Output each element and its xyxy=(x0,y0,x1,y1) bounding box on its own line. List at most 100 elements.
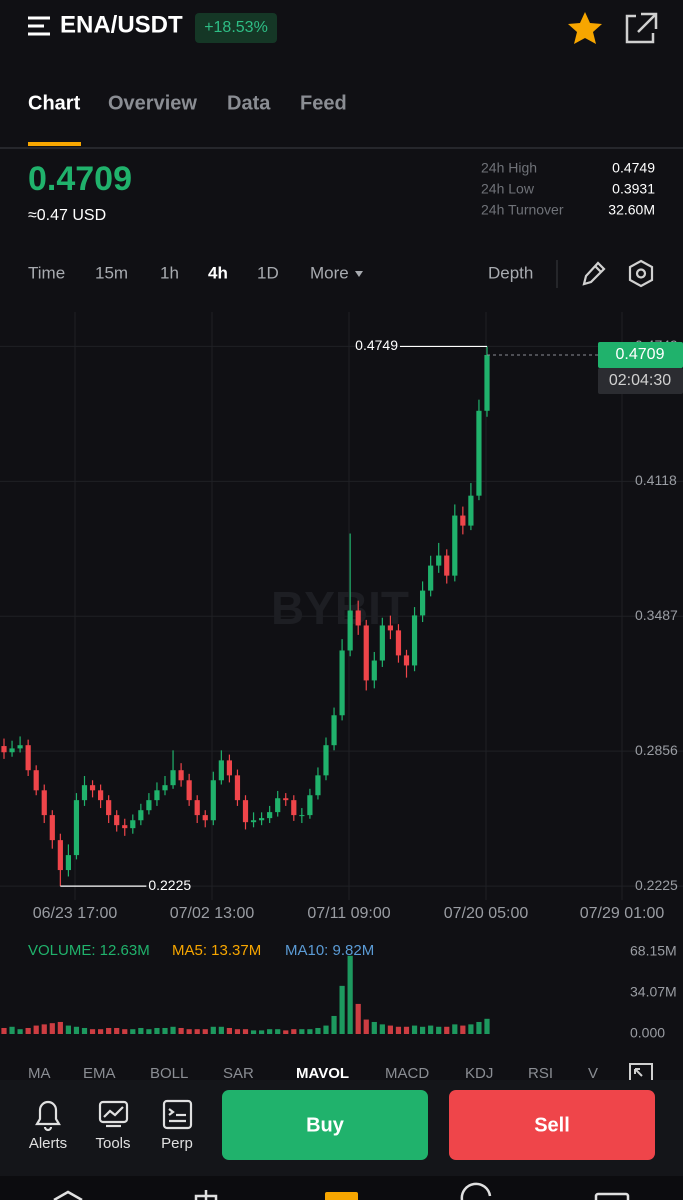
indicator-tab[interactable]: MA xyxy=(28,1065,51,1082)
candle-body xyxy=(444,555,450,576)
nav-trade-icon[interactable] xyxy=(325,1192,358,1200)
candle-body xyxy=(371,660,377,681)
candle-body xyxy=(186,780,192,801)
indicator-tab[interactable]: BOLL xyxy=(150,1065,188,1082)
depth-button[interactable]: Depth xyxy=(488,263,533,282)
stat-label: 24h Turnover xyxy=(481,202,564,218)
volume-bar xyxy=(484,1018,490,1034)
indicator-tab[interactable]: MACD xyxy=(385,1065,429,1082)
volume-bar xyxy=(315,1027,321,1034)
candle-body xyxy=(218,760,224,781)
volume-bar xyxy=(170,1026,176,1034)
interval[interactable]: 1D xyxy=(257,263,279,282)
tab[interactable]: Data xyxy=(227,92,271,114)
tools-icon[interactable] xyxy=(98,1100,129,1128)
x-tick-label: 07/02 13:00 xyxy=(170,905,255,922)
volume-legend: MA10: 9.82M xyxy=(285,942,374,959)
indicator-tab[interactable]: SAR xyxy=(223,1065,254,1082)
y-tick-label: 34.07M xyxy=(630,984,677,1000)
candle-body xyxy=(25,745,31,771)
volume-bar xyxy=(275,1029,281,1034)
y-tick-label: 0.3487 xyxy=(635,607,678,623)
volume-bar xyxy=(73,1026,80,1034)
volume-bar xyxy=(98,1029,104,1034)
volume-bar xyxy=(291,1029,297,1034)
volume-bar xyxy=(234,1029,241,1034)
interval[interactable]: 15m xyxy=(95,263,128,282)
indicator-tab[interactable]: MAVOL xyxy=(296,1065,349,1082)
candle-body xyxy=(210,780,216,821)
grid: 0.2225 0.2856 0.3487 0.4118 0.4749 06/23 17:0… xyxy=(0,312,683,922)
volume-bar xyxy=(267,1029,273,1034)
candle-body xyxy=(428,565,434,591)
menu-icon[interactable] xyxy=(28,16,50,36)
volume-bar xyxy=(307,1029,313,1034)
interval[interactable]: 4h xyxy=(208,263,228,282)
candle-body xyxy=(331,715,337,746)
interval[interactable]: More xyxy=(310,263,349,282)
volume-bar xyxy=(65,1025,71,1034)
indicator-tab[interactable]: KDJ xyxy=(465,1065,493,1082)
share-icon[interactable] xyxy=(625,12,658,44)
candle-body xyxy=(259,818,265,821)
candle-body xyxy=(122,825,128,829)
volume-bar xyxy=(323,1025,329,1034)
candle-body xyxy=(323,745,329,776)
sell-label[interactable]: Sell xyxy=(534,1114,570,1136)
volume-bar xyxy=(154,1027,160,1034)
perp-icon[interactable] xyxy=(162,1099,193,1130)
nav-markets-icon[interactable] xyxy=(194,1190,218,1200)
x-tick-label: 06/23 17:00 xyxy=(33,905,118,922)
volume-bar xyxy=(194,1029,200,1034)
tab[interactable]: Chart xyxy=(28,92,81,114)
volume-bar xyxy=(33,1025,39,1034)
sell-button[interactable] xyxy=(449,1090,655,1160)
buy-label[interactable]: Buy xyxy=(306,1114,345,1136)
draw-tool-icon[interactable] xyxy=(582,261,606,286)
nav-home-icon[interactable] xyxy=(53,1190,83,1200)
candle-body xyxy=(234,775,241,801)
y-tick-label: 0.000 xyxy=(630,1025,665,1041)
price-overlay: 0.4749 0.2225 0.4709 02:04:30 xyxy=(60,337,683,893)
candle-body xyxy=(1,746,7,753)
candle-body xyxy=(355,610,361,626)
tool-label[interactable]: Perp xyxy=(161,1135,193,1152)
candle-body xyxy=(379,625,385,661)
candle-body xyxy=(460,515,466,526)
tab[interactable]: Overview xyxy=(108,92,197,114)
volume-bar xyxy=(218,1026,224,1034)
candle-body xyxy=(315,775,321,796)
candles xyxy=(1,346,490,887)
candle-body xyxy=(17,745,23,749)
indicator-tab[interactable]: EMA xyxy=(83,1065,116,1082)
nav-assets-icon[interactable] xyxy=(594,1192,630,1200)
tool-label[interactable]: Alerts xyxy=(29,1135,67,1152)
volume-bar xyxy=(387,1025,393,1034)
alerts-icon[interactable] xyxy=(35,1100,61,1132)
countdown-label: 02:04:30 xyxy=(609,372,671,389)
volume-bar xyxy=(57,1021,63,1034)
indicator-tab[interactable]: RSI xyxy=(528,1065,553,1082)
indicator-tab[interactable]: V xyxy=(588,1065,598,1082)
volume-bar xyxy=(420,1026,426,1034)
candle-body xyxy=(194,800,200,816)
favorite-star[interactable] xyxy=(568,12,602,44)
candle-body xyxy=(363,625,369,681)
volume-bar xyxy=(403,1026,410,1034)
candle-body xyxy=(242,800,249,823)
pair-title[interactable]: ENA/USDT xyxy=(60,11,183,38)
volume-bar xyxy=(444,1026,450,1034)
volume-bar xyxy=(436,1026,442,1034)
interval[interactable]: Time xyxy=(28,263,65,282)
settings-icon[interactable] xyxy=(628,259,654,288)
candle-body xyxy=(81,785,88,801)
volume-bar xyxy=(162,1027,168,1034)
nav-earn-icon[interactable] xyxy=(460,1182,492,1200)
tool-label[interactable]: Tools xyxy=(95,1135,130,1152)
volume-bar xyxy=(210,1026,216,1034)
volume-bar xyxy=(226,1027,232,1034)
buy-button[interactable] xyxy=(222,1090,428,1160)
tab[interactable]: Feed xyxy=(300,92,347,114)
interval[interactable]: 1h xyxy=(160,263,179,282)
